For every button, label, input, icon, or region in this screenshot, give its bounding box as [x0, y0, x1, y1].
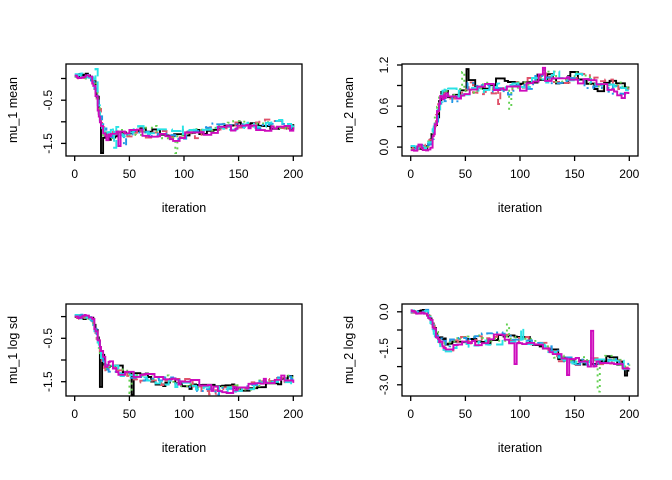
subplot-mu-2-log-sd: 0 50 100 150 200 0.0 -1.5 -3.0	[377, 303, 640, 421]
y-axis-title-mu-1-log-sd: mu_1 log sd	[5, 315, 20, 385]
subplot-mu-1-mean: 0 50 100 150 200 -0.5 -1.5	[41, 63, 304, 181]
x-tick-label: 100	[510, 407, 530, 421]
x-tick-label: 100	[174, 167, 194, 181]
trace-line-chain-3	[74, 74, 295, 154]
x-tick-label: 150	[565, 407, 585, 421]
plot-box	[65, 63, 303, 157]
x-axis-title-iteration: iteration	[497, 200, 543, 215]
x-tick-label: 150	[229, 167, 249, 181]
trace-line-chain-6	[410, 309, 631, 377]
subplot-mu-1-log-sd: 0 50 100 150 200 -0.5 -1.5	[41, 303, 304, 421]
subplot-mu-2-mean: 0 50 100 150 200 0.0 0.6 1.2	[377, 56, 640, 181]
x-axis-title-iteration: iteration	[161, 200, 207, 215]
y-tick-label: -1.5	[377, 338, 391, 359]
x-tick-label: 0	[407, 167, 414, 181]
plot-box	[401, 303, 639, 397]
trace-line-chain-3	[410, 309, 631, 393]
x-tick-label: 50	[459, 167, 473, 181]
y-tick-label: 0.0	[377, 303, 391, 320]
x-tick-label: 100	[174, 407, 194, 421]
y-tick-label: 1.2	[377, 56, 391, 73]
x-tick-label: 50	[459, 407, 473, 421]
plot-box	[65, 303, 303, 397]
y-tick-label: 0.6	[377, 97, 391, 114]
trace-line-chain-6	[74, 74, 295, 147]
y-tick-label: -1.5	[41, 133, 55, 154]
y-axis-title-mu-2-log-sd: mu_2 log sd	[341, 315, 356, 385]
x-axis-title-iteration: iteration	[161, 440, 207, 455]
trace-line-chain-2	[410, 72, 630, 152]
trace-lines	[410, 308, 631, 393]
trace-line-chain-6	[74, 314, 295, 394]
y-axis-title-mu-1-mean: mu_1 mean	[5, 76, 20, 144]
y-tick-label: -0.5	[41, 328, 55, 349]
x-tick-label: 200	[619, 167, 639, 181]
trace-lines	[410, 66, 630, 152]
x-tick-label: 50	[123, 167, 137, 181]
y-tick-label: -0.5	[41, 90, 55, 111]
trace-lines	[74, 313, 295, 396]
plot-box	[401, 63, 639, 157]
y-axis-title-mu-2-mean: mu_2 mean	[341, 76, 356, 144]
y-tick-label: 0.0	[377, 138, 391, 155]
y-tick-label: -3.0	[377, 374, 391, 395]
x-tick-label: 150	[229, 407, 249, 421]
x-tick-label: 200	[619, 407, 639, 421]
trace-lines	[74, 68, 295, 154]
x-tick-label: 100	[510, 167, 530, 181]
x-axis-title-iteration: iteration	[497, 440, 543, 455]
x-tick-label: 0	[71, 167, 78, 181]
x-tick-label: 200	[283, 167, 303, 181]
trace-line-chain-4	[410, 75, 630, 150]
x-tick-label: 0	[71, 407, 78, 421]
x-tick-label: 0	[407, 407, 414, 421]
x-tick-label: 150	[565, 167, 585, 181]
trace-line-chain-6	[410, 66, 630, 152]
x-tick-label: 50	[123, 407, 137, 421]
x-tick-label: 200	[283, 407, 303, 421]
y-tick-label: -1.5	[41, 371, 55, 392]
